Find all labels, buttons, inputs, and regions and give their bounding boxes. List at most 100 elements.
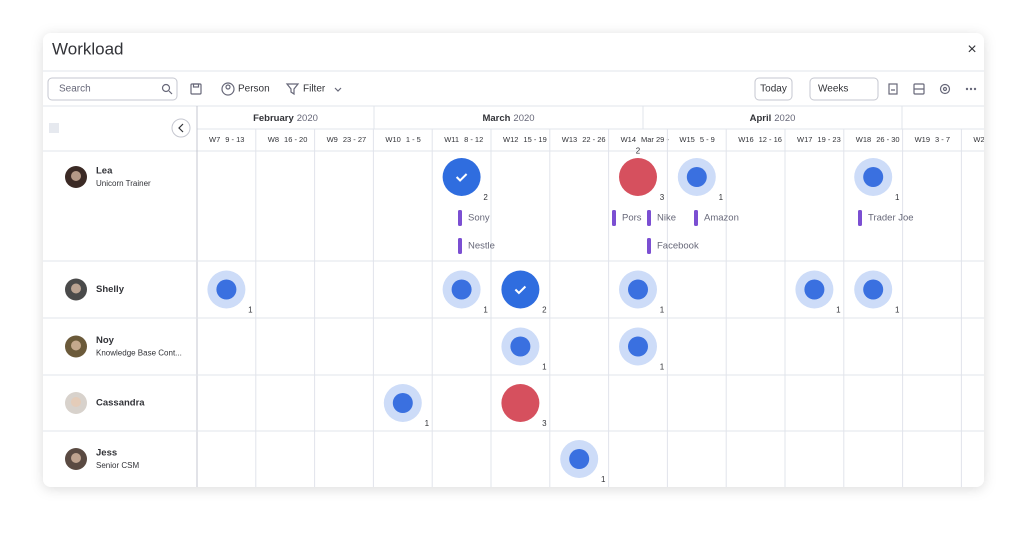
more-icon[interactable]: [965, 87, 977, 91]
item-count: 2: [483, 193, 488, 202]
workload-dot: [451, 279, 472, 300]
person-role: Knowledge Base Cont...: [96, 349, 182, 358]
item-count: 1: [542, 363, 547, 372]
week-label: W7 9 - 13: [209, 135, 244, 144]
task-label[interactable]: Sony: [468, 213, 490, 224]
person-name: Shelly: [96, 284, 125, 295]
week-number: W15: [679, 135, 694, 144]
person-name: Lea: [96, 166, 113, 177]
workload-bubble[interactable]: [442, 158, 481, 196]
today-button[interactable]: [754, 77, 793, 101]
week-number: W7: [209, 135, 220, 144]
view-dropdown[interactable]: [809, 77, 879, 101]
month-label: March 2020: [482, 113, 534, 124]
week-range: 5 - 9: [700, 135, 715, 144]
week-number: W8: [268, 135, 279, 144]
week-range: 3 - 7: [935, 135, 950, 144]
item-count: 1: [660, 306, 665, 315]
person-button[interactable]: Person: [238, 84, 270, 95]
task-label[interactable]: Facebook: [657, 241, 699, 252]
workload-dot: [216, 279, 237, 300]
week-number: W17: [797, 135, 812, 144]
item-count: 2: [542, 306, 547, 315]
week-label: W12 15 - 19: [503, 135, 547, 144]
workload-bubble[interactable]: [501, 270, 540, 309]
week-label: W19 3 - 7: [915, 135, 950, 144]
week-range: Mar 29 -: [641, 135, 669, 144]
month-name: February: [253, 113, 294, 124]
month-year: 2020: [513, 113, 534, 124]
month-name: March: [482, 113, 510, 124]
week-label: W18 26 - 30: [856, 135, 900, 144]
title: Workload: [52, 39, 124, 58]
month-label: February 2020: [253, 113, 318, 124]
workload-bubble[interactable]: [619, 158, 657, 196]
workload-dot: [804, 279, 825, 300]
icons: [161, 82, 951, 96]
item-count: 1: [660, 363, 665, 372]
month-year: 2020: [774, 113, 795, 124]
item-count: 1: [895, 193, 900, 202]
week-range: 9 - 13: [225, 135, 244, 144]
week-label: W17 19 - 23: [797, 135, 841, 144]
week-range: 12 - 16: [759, 135, 782, 144]
search-box[interactable]: [47, 77, 178, 101]
week-range: 16 - 20: [284, 135, 307, 144]
workload-dot: [628, 279, 648, 300]
task-label[interactable]: Pors: [622, 213, 642, 224]
week-label: W15 5 - 9: [679, 135, 714, 144]
week-range: 15 - 19: [523, 135, 546, 144]
task-label[interactable]: Amazon: [704, 213, 739, 224]
person-name: Cassandra: [96, 398, 145, 409]
week-label: W8 16 - 20: [268, 135, 308, 144]
person-role: Senior CSM: [96, 461, 139, 470]
week-label: W9 23 - 27: [327, 135, 367, 144]
week-label: W20: [973, 135, 988, 144]
week-number: W13: [562, 135, 577, 144]
week-label: W16 12 - 16: [738, 135, 782, 144]
month-year: 2020: [297, 113, 318, 124]
week-number: W18: [856, 135, 871, 144]
month-name: April: [750, 113, 772, 124]
search-placeholder: Search: [59, 84, 91, 95]
collapse-all[interactable]: [49, 123, 59, 133]
week-label: W11 8 - 12: [444, 135, 483, 144]
person-name: Jess: [96, 448, 117, 459]
workload-dot: [392, 393, 413, 413]
week-label: W13 22 - 26: [562, 135, 606, 144]
person-name: Noy: [96, 335, 115, 346]
item-count: 3: [660, 193, 665, 202]
person-role: Unicorn Trainer: [96, 179, 151, 188]
check-icon: [514, 285, 527, 295]
task-label[interactable]: Trader Joe: [868, 213, 914, 224]
workload-bubble[interactable]: [501, 384, 540, 422]
item-count-top: 2: [636, 147, 641, 156]
week-range: 23 - 27: [343, 135, 366, 144]
week-number: W11: [444, 135, 459, 144]
collapse-button[interactable]: [171, 118, 191, 138]
item-count: 1: [248, 306, 253, 315]
workload-dot: [863, 167, 884, 187]
week-number: W19: [915, 135, 930, 144]
week-label: W14 Mar 29 -: [621, 135, 670, 144]
week-range: 22 - 26: [582, 135, 605, 144]
today-label: Today: [760, 84, 787, 95]
week-number: W12: [503, 135, 518, 144]
chevron: [178, 123, 184, 133]
avatar-face: [71, 453, 81, 463]
window: [43, 33, 984, 487]
month-label: April 2020: [750, 113, 796, 124]
item-count: 1: [836, 306, 841, 315]
close-button[interactable]: ×: [967, 41, 976, 58]
check-icon: [455, 173, 468, 182]
avatar-face: [71, 171, 81, 181]
task-label[interactable]: Nike: [657, 213, 676, 224]
week-label: W10 1 - 5: [385, 135, 420, 144]
filter-button[interactable]: Filter: [303, 84, 326, 95]
item-count: 1: [425, 419, 430, 428]
avatar-face: [71, 340, 81, 351]
workload-dot: [510, 336, 531, 357]
week-number: W10: [385, 135, 400, 144]
task-label[interactable]: Nestle: [468, 241, 495, 252]
